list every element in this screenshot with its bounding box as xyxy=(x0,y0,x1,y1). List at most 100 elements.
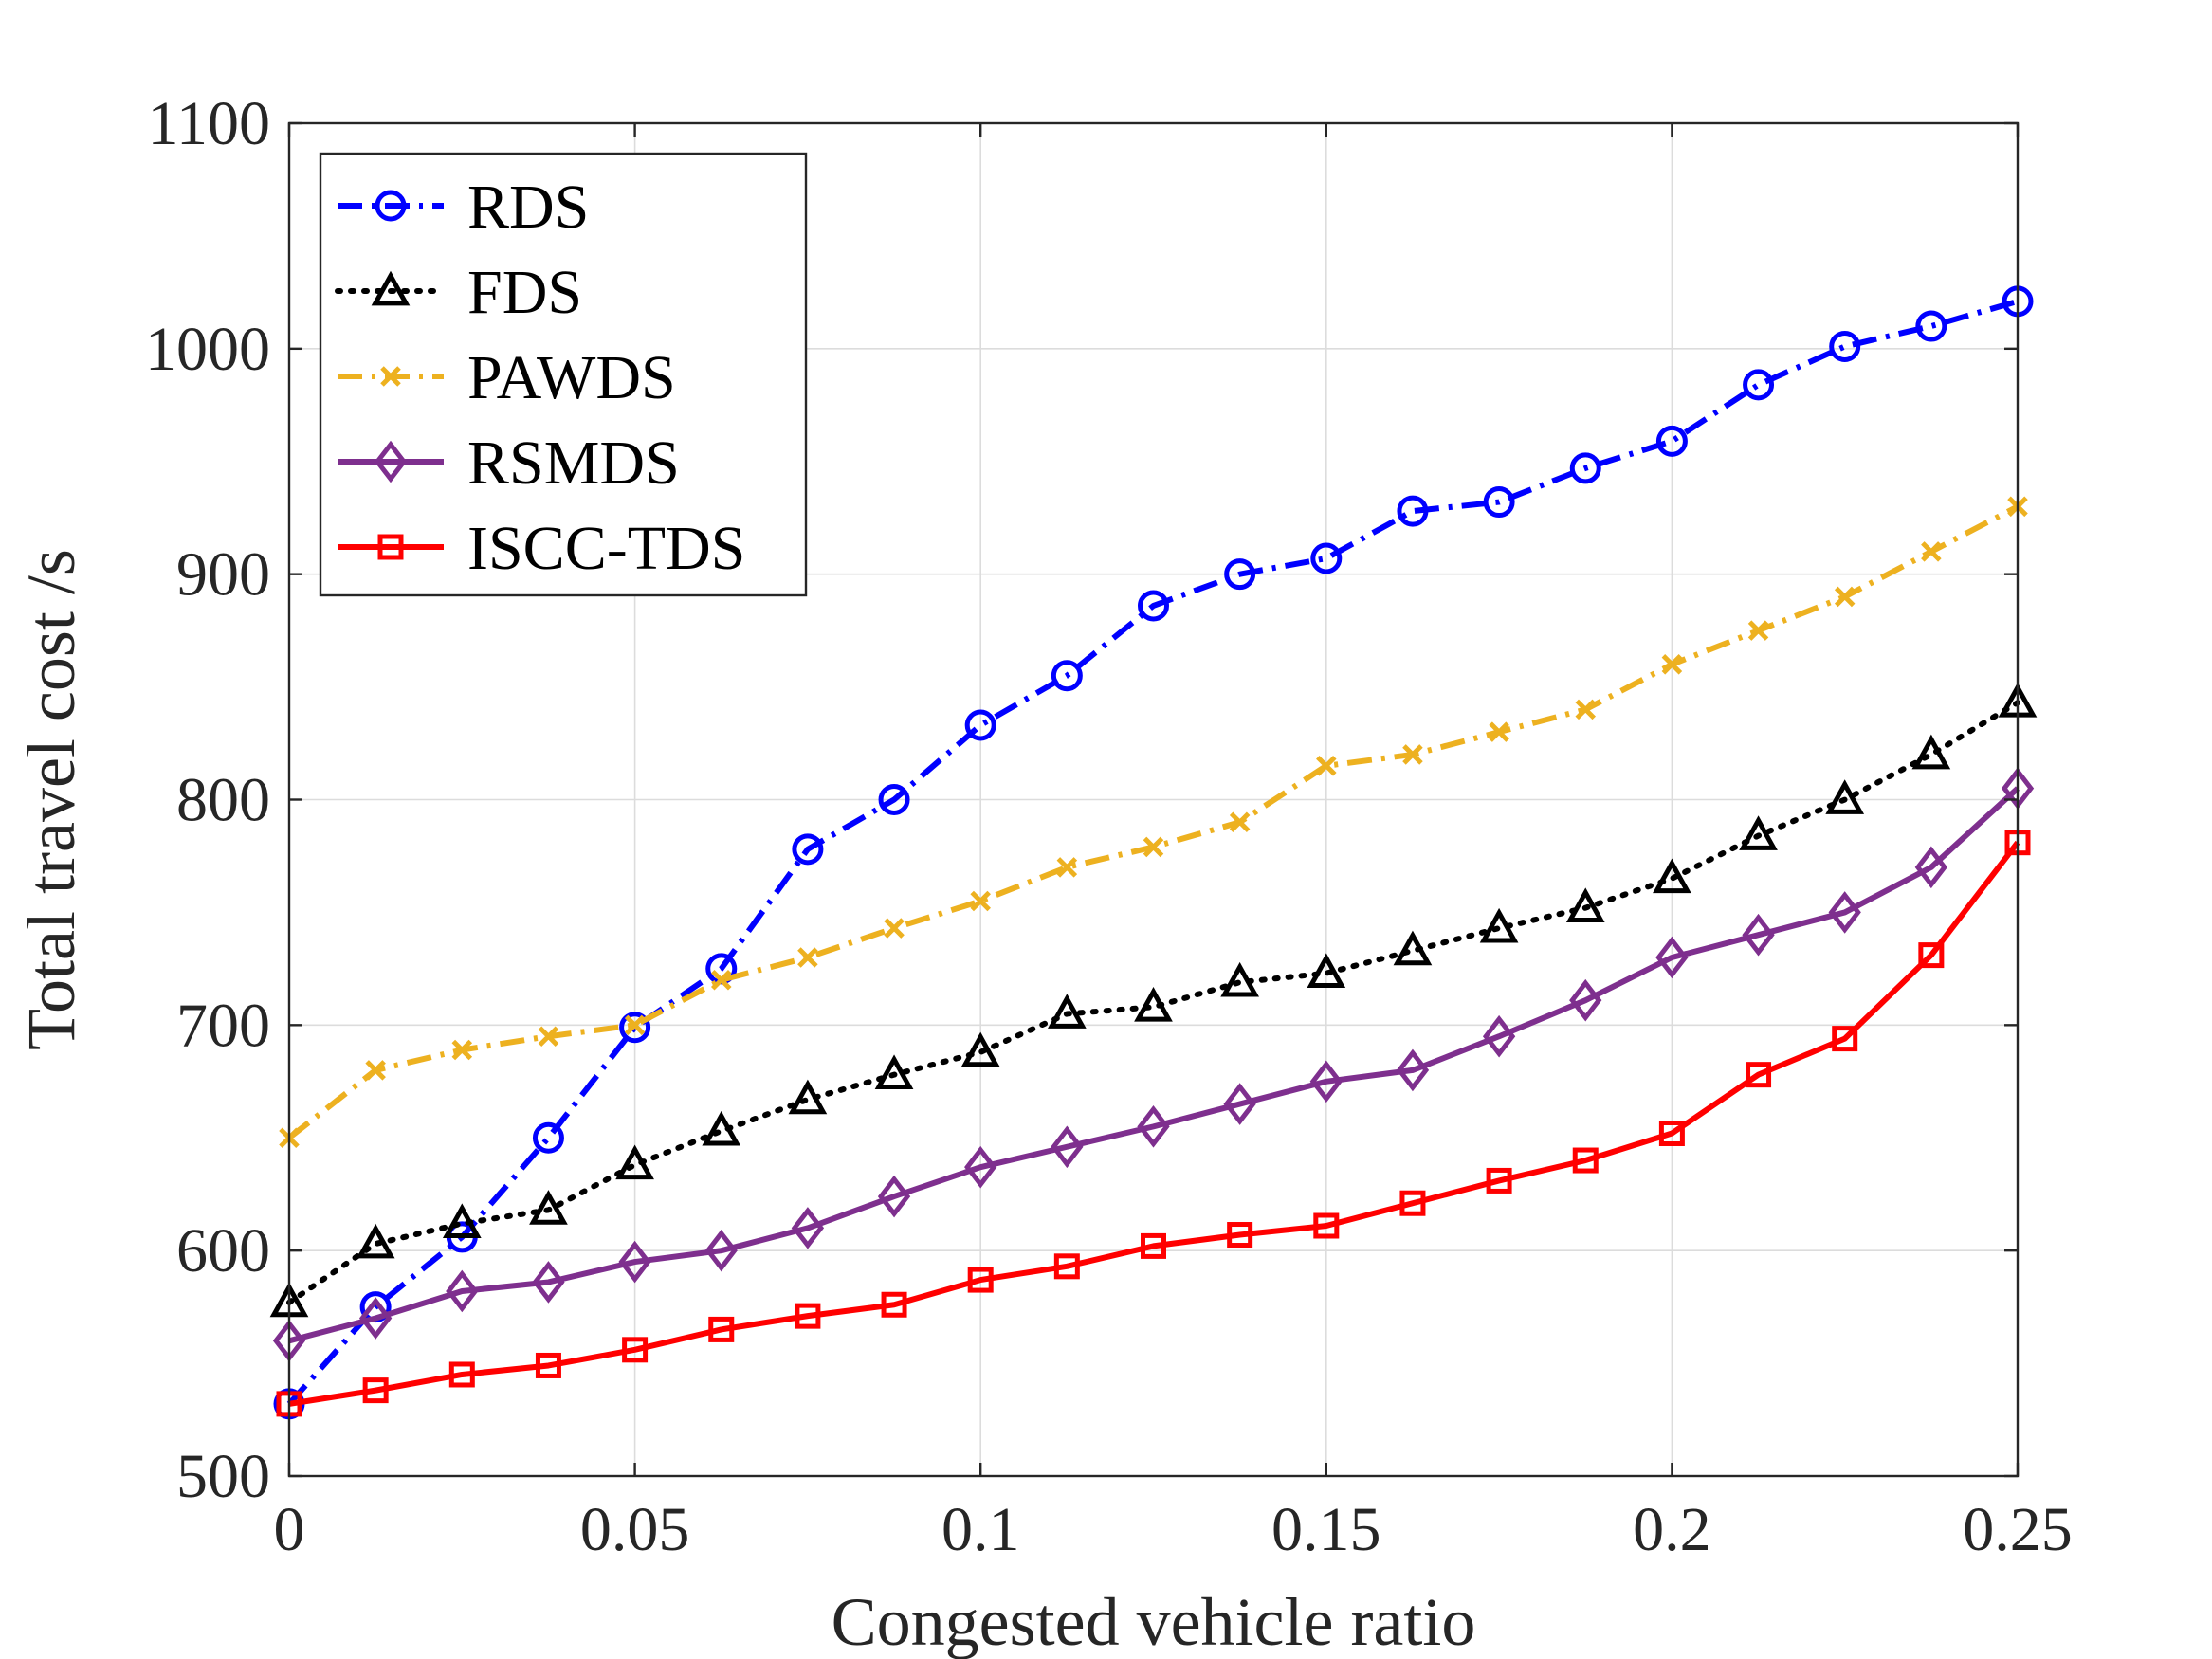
data-point-marker xyxy=(1743,369,1775,401)
data-point-marker xyxy=(881,1291,907,1318)
data-point-marker xyxy=(1482,1014,1516,1058)
y-tick-label: 600 xyxy=(176,1216,270,1285)
series-iscc-tds xyxy=(276,830,2031,1417)
legend-label: ISCC-TDS xyxy=(467,514,745,583)
x-axis-title: Congested vehicle ratio xyxy=(832,1584,1476,1659)
data-point-marker xyxy=(1911,734,1951,770)
data-point-marker xyxy=(1229,811,1251,833)
series-rds xyxy=(273,285,2034,1420)
data-point-marker xyxy=(1396,1048,1430,1092)
data-point-marker xyxy=(795,1303,821,1329)
data-point-marker xyxy=(615,1144,654,1180)
data-point-marker xyxy=(1137,1105,1170,1148)
legend-marker xyxy=(371,270,411,306)
x-tick-label: 0 xyxy=(274,1495,305,1564)
data-point-marker xyxy=(1569,978,1602,1022)
data-point-marker xyxy=(1739,815,1778,850)
data-point-marker xyxy=(619,1012,651,1044)
data-point-marker xyxy=(1825,779,1865,814)
data-point-marker xyxy=(960,1031,1000,1067)
data-point-marker xyxy=(1310,542,1343,574)
series-line xyxy=(288,786,2020,1344)
data-point-marker xyxy=(1393,930,1433,966)
data-point-marker xyxy=(964,1145,997,1189)
data-point-marker xyxy=(1661,654,1683,675)
data-point-marker xyxy=(1828,891,1861,934)
x-tick-label: 0.2 xyxy=(1633,1495,1711,1564)
data-point-marker xyxy=(1402,744,1423,765)
data-point-marker xyxy=(1048,994,1087,1029)
y-tick-label: 900 xyxy=(176,540,270,610)
series-fds xyxy=(269,682,2038,1318)
data-point-marker xyxy=(708,1316,735,1342)
data-point-marker xyxy=(532,1261,565,1304)
y-axis-title: Total travel cost /s xyxy=(13,549,89,1050)
data-point-marker xyxy=(451,1039,473,1061)
data-point-marker xyxy=(1134,987,1173,1022)
data-point-marker xyxy=(1914,846,1948,889)
x-tick-label: 0.25 xyxy=(1963,1495,2073,1564)
legend-marker xyxy=(380,366,401,387)
series-pawds xyxy=(279,496,2028,1149)
data-point-marker xyxy=(1220,961,1259,997)
data-point-marker xyxy=(874,1054,914,1090)
series-lines xyxy=(269,285,2038,1420)
tick-labels: 0 0.05 0.1 0.15 0.2 0.25 500 600 700 800 900 1000 11… xyxy=(145,89,2073,1564)
data-point-marker xyxy=(1918,942,1945,969)
data-point-marker xyxy=(1747,620,1769,641)
data-point-marker xyxy=(1227,1222,1253,1249)
data-point-marker xyxy=(1832,1026,1858,1052)
data-point-marker xyxy=(1056,857,1078,878)
series-line xyxy=(288,840,2020,1407)
data-point-marker xyxy=(1655,936,1689,979)
data-point-marker xyxy=(622,1337,649,1363)
data-point-marker xyxy=(1224,558,1256,591)
data-point-marker xyxy=(1653,858,1691,894)
data-point-marker xyxy=(365,1060,386,1081)
data-point-marker xyxy=(1489,721,1509,742)
data-point-marker xyxy=(970,890,991,912)
data-point-marker xyxy=(1316,756,1337,776)
data-point-marker xyxy=(1829,330,1861,362)
data-point-marker xyxy=(1915,310,1947,342)
legend-item: FDS xyxy=(335,258,582,327)
legend-marker xyxy=(377,534,404,560)
data-point-marker xyxy=(1483,486,1515,519)
data-point-marker xyxy=(704,1229,738,1272)
data-point-marker xyxy=(442,1203,482,1239)
data-point-marker xyxy=(1479,907,1519,943)
legend-marker xyxy=(374,440,408,483)
data-point-marker xyxy=(1658,1120,1685,1146)
data-point-marker xyxy=(964,709,996,741)
series-line xyxy=(286,299,2019,1406)
data-point-marker xyxy=(877,1175,911,1218)
data-point-marker xyxy=(1486,1167,1512,1194)
data-point-marker xyxy=(1834,586,1856,608)
data-point-marker xyxy=(791,1207,825,1249)
data-point-marker xyxy=(878,784,910,815)
data-point-marker xyxy=(797,947,818,968)
data-point-marker xyxy=(1143,836,1164,858)
legend-label: RSMDS xyxy=(467,428,680,498)
y-tick-label: 800 xyxy=(176,766,270,835)
data-point-marker xyxy=(1053,1253,1080,1280)
data-point-marker xyxy=(1921,541,1942,562)
data-point-marker xyxy=(702,1110,741,1146)
data-point-marker xyxy=(618,1240,651,1284)
data-point-marker xyxy=(362,1377,389,1404)
data-point-marker xyxy=(538,1026,559,1047)
series-line xyxy=(286,700,2020,1305)
data-point-marker xyxy=(532,1121,564,1154)
data-point-marker xyxy=(1569,452,1601,484)
legend-item: PAWDS xyxy=(338,343,676,412)
data-point-marker xyxy=(1655,425,1688,457)
x-tick-label: 0.1 xyxy=(941,1495,1020,1564)
legend: RDS FDS PAWDS RSMDS ISCC-TDS xyxy=(319,152,808,597)
y-tick-label: 1100 xyxy=(147,89,270,158)
data-point-marker xyxy=(788,1079,828,1115)
data-point-marker xyxy=(884,918,905,939)
data-point-marker xyxy=(1565,887,1605,923)
y-tick-label: 1000 xyxy=(145,315,270,384)
data-point-marker xyxy=(356,1223,395,1259)
legend-label: FDS xyxy=(467,258,582,327)
